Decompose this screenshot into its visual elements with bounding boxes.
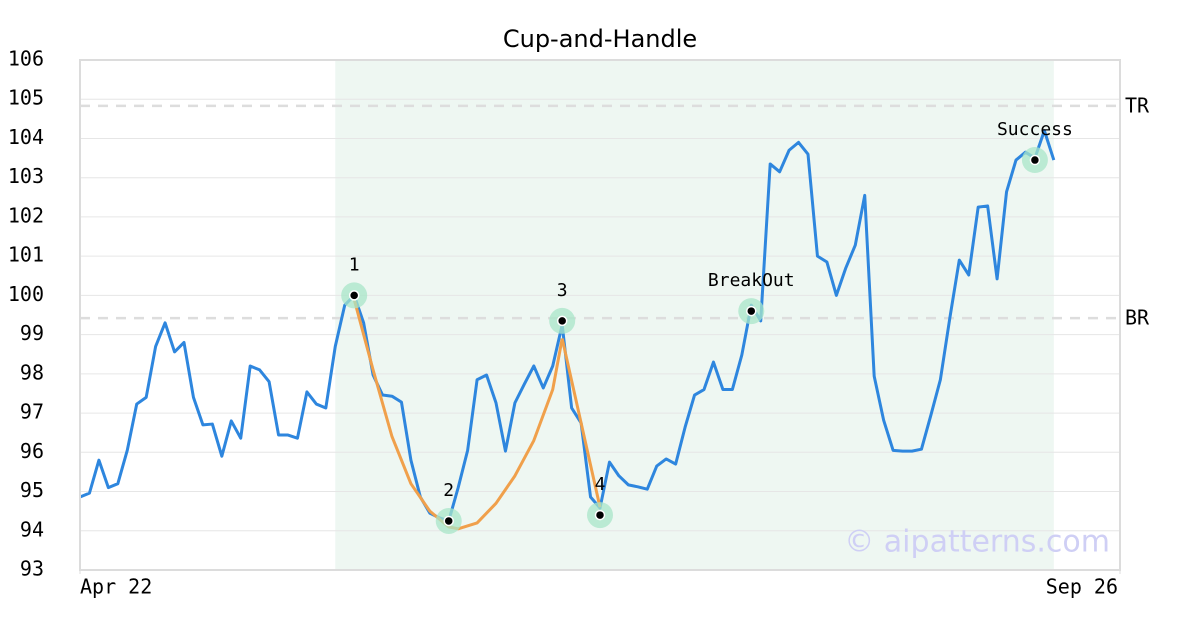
y-tick-label: 99 xyxy=(20,321,44,345)
y-tick-label: 103 xyxy=(8,164,44,188)
y-tick-label: 105 xyxy=(8,86,44,110)
annotation-label: 3 xyxy=(557,280,568,301)
level-label: TR xyxy=(1125,93,1150,117)
annotation-label: 2 xyxy=(443,480,454,501)
y-tick-label: 100 xyxy=(8,282,44,306)
y-tick-label: 104 xyxy=(8,125,44,149)
y-tick-label: 97 xyxy=(20,400,44,424)
pattern-fit xyxy=(560,338,602,508)
y-tick-label: 94 xyxy=(20,517,44,541)
marker-dot xyxy=(348,290,360,301)
watermark: © aipatterns.com xyxy=(844,525,1110,560)
annotation-label: 4 xyxy=(595,474,606,495)
y-tick-label: 96 xyxy=(20,439,44,463)
chart-title: Cup-and-Handle xyxy=(503,25,697,53)
x-tick-label: Sep 26 xyxy=(1046,575,1118,599)
marker-dot xyxy=(443,515,454,527)
marker-dot xyxy=(556,315,568,327)
marker-dot xyxy=(1029,154,1041,166)
annotation-label: 1 xyxy=(349,254,360,275)
y-tick-label: 102 xyxy=(8,203,44,227)
marker-dot xyxy=(594,509,606,521)
y-tick-label: 98 xyxy=(20,360,44,384)
pattern-region xyxy=(335,60,1054,570)
y-tick-label: 106 xyxy=(8,47,44,71)
annotation-label: Success xyxy=(997,119,1073,140)
level-label: BR xyxy=(1125,306,1150,330)
y-tick-label: 101 xyxy=(8,243,44,267)
x-tick-label: Apr 22 xyxy=(80,575,152,599)
annotation-label: BreakOut xyxy=(708,270,795,291)
plot-frame xyxy=(79,59,1121,571)
y-tick-label: 93 xyxy=(20,557,44,581)
marker-dot xyxy=(746,305,757,317)
y-tick-label: 95 xyxy=(20,478,44,502)
